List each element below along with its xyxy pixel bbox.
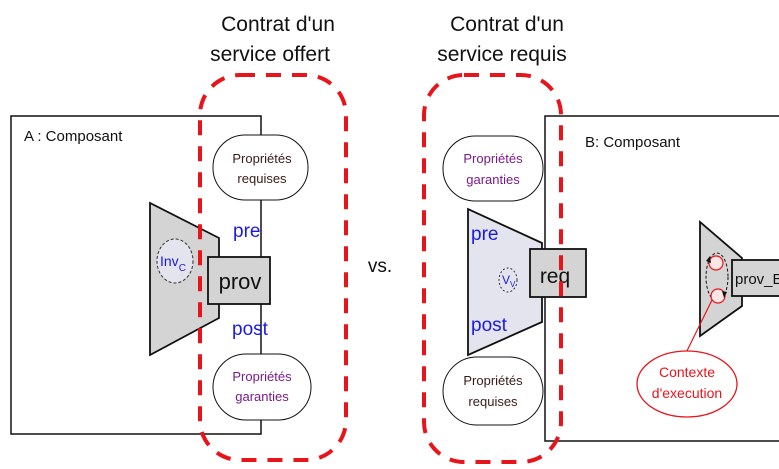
offered-contract-heading-line1: Contrat d'un [221,13,335,36]
component-a-post-label: post [232,319,269,340]
component-a-guaranteed-properties-line2: garanties [235,389,289,404]
component-a-guaranteed-properties-oval [212,353,312,421]
offered-contract-heading-line2: service offert [210,43,330,66]
component-a-invariant-label: InvC [160,253,186,274]
component-b-required-properties-line2: requises [468,394,518,409]
component-b-pre-label: pre [471,224,498,245]
component-a-port-label: prov [219,269,262,294]
component-b-guaranteed-properties-oval [442,135,544,202]
execution-context-circle-bottom [710,288,726,304]
component-a-guaranteed-properties-line1: Propriétés [232,369,292,384]
component-b-invariant-label: VV [502,273,516,289]
component-b-port-label: req [540,265,570,288]
component-a-title: A : Composant [24,128,123,145]
vs-label: vs. [368,256,392,277]
required-contract-heading-line2: service requis [437,43,567,66]
required-contract-heading-line1: Contrat d'un [450,13,564,36]
offered-contract-outline [198,73,348,462]
component-b-prov-port-label: prov_B [735,271,779,288]
component-a-invariant [156,238,194,284]
execution-context-circle-top [708,255,724,271]
component-a-required-properties-line2: requises [237,171,287,186]
component-b-required-properties-oval [442,356,544,426]
component-a-pre-label: pre [233,221,260,242]
component-b-prov-port-body [699,220,743,338]
required-contract-outline [422,73,563,464]
execution-context-line1: Contexte [659,364,715,380]
cycle-arrow-down-icon [722,291,727,298]
cycle-arrow-up-icon [706,256,711,263]
component-b-post-label: post [471,315,508,336]
component-b-prov-port-plug [731,259,779,297]
component-a-required-properties-line1: Propriétés [232,151,292,166]
component-b-cycle-loop [705,252,729,302]
component-b-guaranteed-properties-line1: Propriétés [463,151,523,166]
component-a-required-properties-oval [212,134,309,201]
component-a-port-plug [207,256,271,305]
component-b-port-plug [529,248,587,298]
component-b-guaranteed-properties-line2: garanties [466,172,520,187]
execution-context-oval [636,350,738,418]
component-b-title: B: Composant [585,134,681,151]
component-b-invariant [498,267,518,293]
component-b-required-properties-line1: Propriétés [463,373,523,388]
execution-context-line2: d'execution [652,385,722,401]
